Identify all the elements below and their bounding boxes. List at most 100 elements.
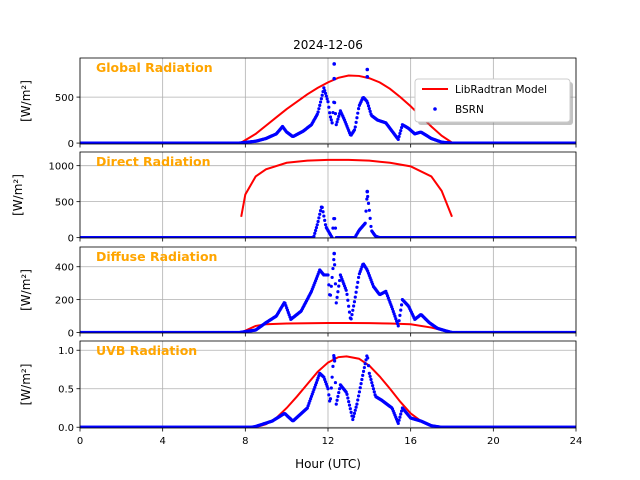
x-tick-label: 16 (404, 436, 417, 447)
bsrn-point (337, 278, 342, 283)
bsrn-point (399, 128, 403, 133)
panel-3: 0 4 8 12 16 20 24 0.0 0.5 1.0 UVB Radiation [W/m²] (19, 340, 583, 447)
bsrn-point (398, 313, 402, 318)
bsrn-point (357, 390, 362, 394)
bsrn-point (365, 67, 370, 72)
bsrn-point (356, 398, 360, 402)
bsrn-point (390, 307, 395, 311)
bsrn-point (329, 284, 333, 288)
bsrn-point (322, 214, 326, 218)
bsrn-point (396, 324, 400, 328)
bsrn-point (392, 312, 396, 316)
bsrn-point (354, 120, 358, 124)
bsrn-point (370, 380, 374, 385)
bsrn-point (355, 402, 359, 406)
bsrn-point (336, 290, 340, 294)
bsrn-point (318, 212, 322, 216)
bsrn-point (337, 284, 341, 288)
bsrn-point (314, 225, 319, 230)
bsrn-point (356, 275, 361, 280)
bsrn-point (333, 217, 337, 221)
bsrn-point (354, 405, 358, 409)
bsrn-point (397, 319, 401, 323)
axes-frame (79, 340, 577, 429)
bsrn-point (352, 300, 357, 304)
bsrn-point (366, 356, 370, 360)
bsrn-point (345, 392, 349, 396)
bsrn-point (336, 117, 340, 121)
bsrn-point (355, 285, 359, 289)
y-tick-label: 500 (55, 93, 74, 104)
bsrn-point (371, 387, 376, 391)
bsrn-point (398, 131, 402, 136)
y-axis-label: [W/m²] (11, 174, 25, 216)
bsrn-point (321, 210, 325, 214)
bsrn-point (329, 118, 333, 122)
bsrn-point (326, 100, 330, 104)
bsrn-point (353, 295, 357, 299)
bsrn-point (337, 390, 341, 395)
bsrn-point (367, 208, 371, 212)
legend-entry: LibRadtran Model (455, 84, 547, 96)
bsrn-point (330, 236, 334, 238)
bsrn-point (396, 421, 400, 425)
bsrn-point (333, 359, 337, 363)
bsrn-point (323, 218, 327, 222)
bsrn-point (335, 398, 339, 402)
y-tick-label: 0.0 (58, 423, 74, 434)
x-tick-label: 4 (159, 436, 165, 447)
bsrn-point (346, 396, 350, 400)
bsrn-point (318, 103, 322, 107)
model-line (240, 158, 453, 218)
y-tick-label: 1000 (49, 162, 74, 173)
bsrn-point (367, 371, 371, 375)
bsrn-point (365, 75, 370, 79)
bsrn-point (326, 273, 330, 277)
bsrn-point (352, 304, 356, 308)
bsrn-point (356, 106, 361, 111)
panel-1: 0 500 1000 Direct Radiation [W/m²] (11, 151, 577, 245)
bsrn-point (397, 134, 401, 139)
bsrn-point (393, 314, 397, 318)
bsrn-point (358, 386, 362, 390)
bsrn-point (369, 224, 373, 229)
bsrn-point (318, 100, 323, 104)
bsrn-point (399, 126, 404, 130)
axes-frame (79, 246, 577, 334)
bsrn-point (345, 292, 349, 296)
bsrn-point (366, 364, 371, 368)
bsrn-point (320, 205, 324, 210)
bsrn-point (323, 91, 328, 96)
bsrn-point (333, 282, 338, 286)
bsrn-point (316, 219, 320, 224)
bsrn-point (356, 394, 361, 398)
x-tick-label: 24 (570, 436, 583, 447)
bsrn-point (347, 310, 352, 314)
bsrn-point (366, 194, 370, 199)
bsrn-point (396, 137, 400, 142)
bsrn-point (330, 121, 334, 125)
bsrn-point (320, 93, 324, 97)
legend-box (414, 78, 571, 123)
bsrn-point (332, 76, 337, 81)
bsrn-point (324, 94, 328, 98)
y-tick-label: 500 (55, 198, 74, 209)
bsrn-point (391, 309, 395, 314)
bsrn-point (360, 377, 364, 382)
y-tick-label: 200 (55, 296, 74, 307)
bsrn-point (330, 375, 334, 379)
bsrn-point (397, 418, 401, 422)
bsrn-point (369, 377, 373, 382)
chart-title: 2024-12-06 (293, 38, 363, 52)
axes-frame (79, 151, 577, 239)
data-layer (80, 251, 576, 333)
y-axis-label: [W/m²] (19, 80, 33, 122)
bsrn-point (346, 298, 350, 302)
bsrn-point (312, 234, 316, 238)
bsrn-point (334, 123, 338, 127)
panel-label: Diffuse Radiation (96, 249, 217, 264)
model-line (240, 321, 453, 333)
bsrn-point (399, 412, 403, 416)
bsrn-point (354, 290, 358, 294)
bsrn-point (366, 201, 371, 205)
